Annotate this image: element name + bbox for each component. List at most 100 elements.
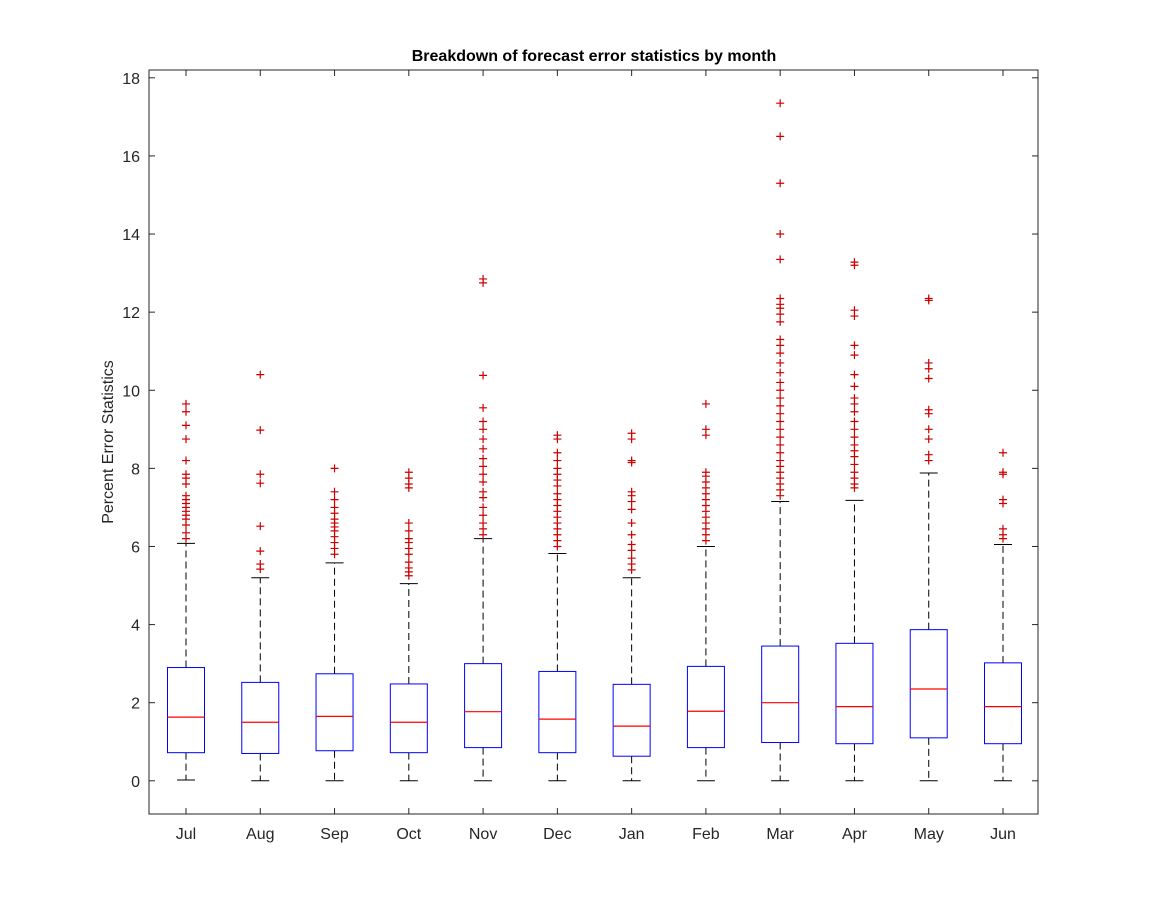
outlier-point xyxy=(776,425,785,434)
outlier-point xyxy=(182,435,190,444)
outlier-point xyxy=(850,351,859,360)
outlier-point xyxy=(479,470,488,479)
outlier-point xyxy=(776,448,785,457)
box-jul xyxy=(167,399,205,781)
outlier-point xyxy=(627,554,636,563)
outlier-point xyxy=(776,317,785,326)
x-tick-label: Dec xyxy=(543,826,571,843)
outlier-point xyxy=(627,429,636,438)
outlier-point xyxy=(627,519,636,528)
outlier-point xyxy=(850,382,859,391)
outlier-point xyxy=(553,489,562,498)
outlier-point xyxy=(479,519,488,528)
outlier-point xyxy=(627,487,636,496)
x-tick-label: Oct xyxy=(396,826,421,843)
outlier-point xyxy=(479,454,488,463)
outlier-point xyxy=(182,407,190,416)
box-apr xyxy=(835,258,874,782)
box-iqr xyxy=(761,645,800,744)
outlier-point xyxy=(479,425,488,434)
outlier-point xyxy=(850,258,859,267)
outlier-point xyxy=(924,435,933,444)
outlier-point xyxy=(182,491,190,500)
outlier-point xyxy=(999,448,1007,457)
outlier-point xyxy=(479,403,488,412)
outlier-point xyxy=(776,349,785,358)
outlier-point xyxy=(924,294,933,303)
outlier-point xyxy=(924,425,933,434)
plot-area-frame xyxy=(148,69,1039,815)
outlier-point xyxy=(182,456,190,465)
box-jun xyxy=(984,448,1022,782)
outlier-point xyxy=(776,358,785,367)
outlier-point xyxy=(182,399,190,408)
outlier-point xyxy=(924,405,933,414)
box-iqr xyxy=(984,662,1022,745)
outlier-point xyxy=(479,444,488,453)
y-tick-label: 6 xyxy=(131,539,140,556)
box-feb xyxy=(686,399,725,782)
y-axis: 0 2 4 6 8 10 12 14 16 18 xyxy=(122,71,1038,791)
outlier-point xyxy=(776,230,785,239)
outlier-point xyxy=(850,425,859,434)
box-nov xyxy=(464,274,503,782)
outlier-point xyxy=(256,522,265,531)
outlier-point xyxy=(776,132,785,141)
outlier-point xyxy=(404,534,413,543)
x-tick-label: Apr xyxy=(842,826,868,843)
box-oct xyxy=(389,468,428,782)
box-iqr xyxy=(389,683,428,754)
x-tick-label: Nov xyxy=(469,826,497,843)
chart-title: Breakdown of forecast error statistics b… xyxy=(412,48,777,65)
outlier-point xyxy=(776,294,785,303)
outlier-point xyxy=(776,409,785,418)
outlier-point xyxy=(999,495,1007,504)
outlier-point xyxy=(330,464,339,473)
outlier-point xyxy=(850,417,859,426)
outlier-point xyxy=(479,462,488,471)
outlier-point xyxy=(701,425,710,434)
outlier-point xyxy=(776,255,785,264)
outlier-point xyxy=(924,374,933,383)
y-axis-label: Percent Error Statistics xyxy=(100,360,117,524)
outlier-point xyxy=(850,341,859,350)
box-iqr xyxy=(612,683,651,757)
outlier-point xyxy=(553,431,562,440)
x-tick-label: Jan xyxy=(619,826,645,843)
outlier-point xyxy=(924,358,933,367)
x-axis: Jul Aug Sep Oct Nov Dec Jan Feb Mar Apr May Jun xyxy=(176,70,1016,843)
box-series xyxy=(167,99,1022,782)
y-tick-label: 18 xyxy=(122,71,140,88)
outlier-point xyxy=(479,503,488,512)
outlier-point xyxy=(182,528,190,537)
y-tick-label: 12 xyxy=(122,305,140,322)
y-tick-label: 2 xyxy=(131,696,140,713)
x-tick-label: Jul xyxy=(176,826,196,843)
x-tick-label: Feb xyxy=(692,826,720,843)
box-may xyxy=(909,294,948,782)
outlier-point xyxy=(479,511,488,520)
outlier-point xyxy=(404,526,413,535)
x-tick-label: May xyxy=(914,826,944,843)
outlier-point xyxy=(776,433,785,442)
outlier-point xyxy=(330,503,339,512)
x-tick-label: Mar xyxy=(766,826,794,843)
y-tick-label: 10 xyxy=(122,383,140,400)
outlier-point xyxy=(553,456,562,465)
outlier-point xyxy=(776,179,785,188)
y-tick-label: 14 xyxy=(122,227,140,244)
outlier-point xyxy=(627,456,636,465)
box-iqr xyxy=(909,629,948,739)
x-tick-label: Jun xyxy=(990,826,1016,843)
y-tick-label: 8 xyxy=(131,461,140,478)
outlier-point xyxy=(776,386,785,395)
outlier-point xyxy=(776,456,785,465)
outlier-point xyxy=(850,468,859,477)
outlier-point xyxy=(256,370,265,379)
box-iqr xyxy=(241,681,280,754)
outlier-point xyxy=(553,464,562,473)
outlier-point xyxy=(330,495,339,504)
outlier-point xyxy=(776,368,785,377)
outlier-point xyxy=(776,401,785,410)
